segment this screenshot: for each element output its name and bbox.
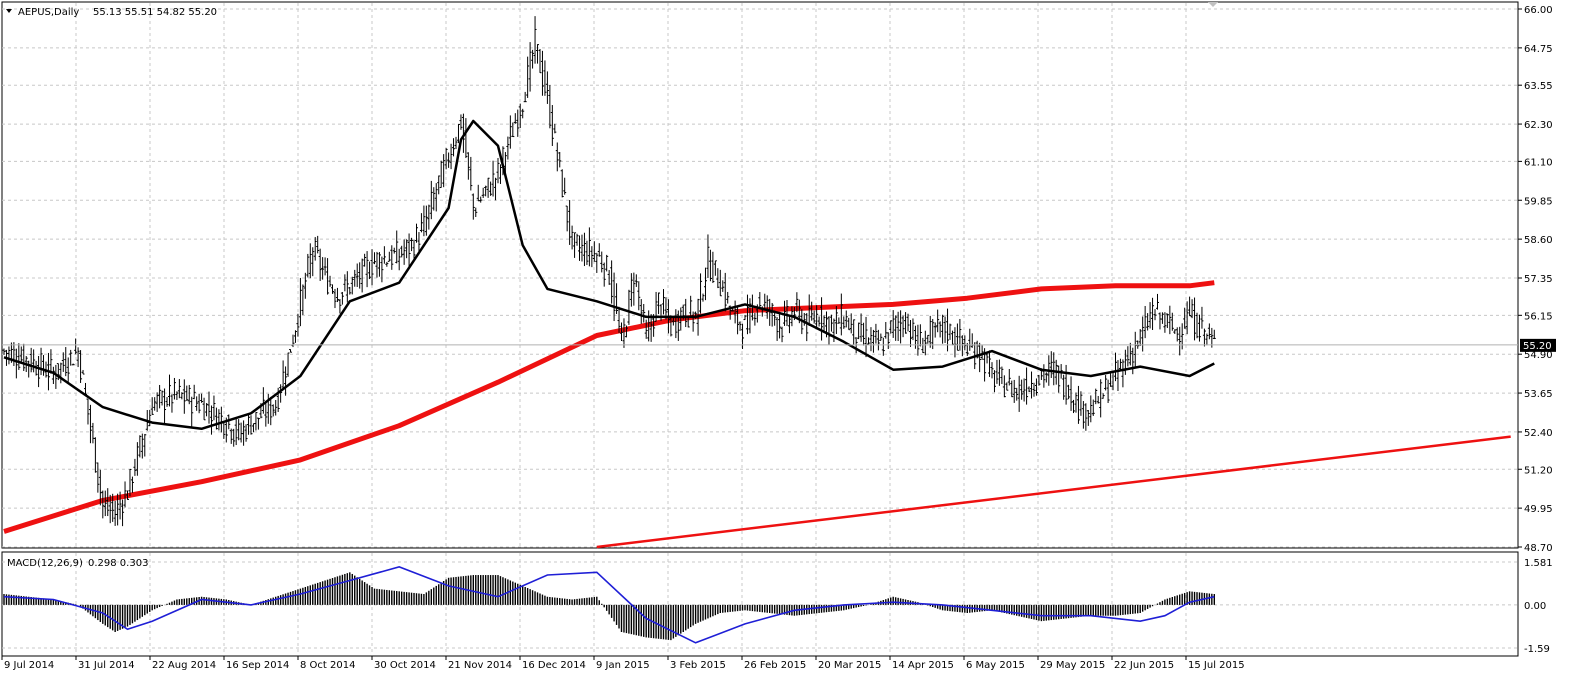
y-tick-label: 61.10 <box>1524 157 1553 168</box>
trendline-layer <box>596 435 1511 549</box>
ma-slow-line <box>3 280 1215 534</box>
price-bars-layer <box>2 16 1216 527</box>
y-tick-label: 58.60 <box>1524 235 1553 246</box>
ma-fast-line <box>3 119 1215 431</box>
x-tick-label: 14 Apr 2015 <box>892 660 954 671</box>
x-tick-label: 20 Mar 2015 <box>818 660 881 671</box>
x-axis: 9 Jul 2014 31 Jul 2014 22 Aug 2014 16 Sep 2… <box>1 656 1245 671</box>
x-tick-label: 3 Feb 2015 <box>670 660 726 671</box>
y-tick-label: 63.55 <box>1524 81 1553 92</box>
macd-y-tick-label: 0.00 <box>1524 601 1546 612</box>
x-tick-label: 6 May 2015 <box>966 660 1025 671</box>
y-tick-label: 48.70 <box>1524 543 1553 554</box>
macd-y-tick-label: 1.581 <box>1524 558 1553 569</box>
dropdown-triangle-icon[interactable] <box>6 9 12 13</box>
y-tick-label: 62.30 <box>1524 120 1553 131</box>
y-tick-label: 57.35 <box>1524 274 1553 285</box>
macd-label: MACD(12,26,9) <box>7 558 83 569</box>
x-tick-label: 22 Aug 2014 <box>152 660 216 671</box>
x-tick-label: 29 May 2015 <box>1040 660 1105 671</box>
ma-slow-layer <box>3 280 1215 534</box>
macd-y-tick-label: -1.59 <box>1524 644 1550 655</box>
macd-panel-frame <box>1 551 1519 657</box>
y-tick-label: 56.15 <box>1524 311 1553 322</box>
y-tick-label: 54.90 <box>1524 350 1553 361</box>
y-axis: 66.00 64.75 63.55 62.30 61.10 59.85 58.60 57.35… <box>1518 5 1553 655</box>
x-tick-label: 31 Jul 2014 <box>78 660 135 671</box>
symbol-label: AEPUS,Daily <box>18 7 79 18</box>
x-tick-label: 22 Jun 2015 <box>1114 660 1174 671</box>
x-tick-label: 8 Oct 2014 <box>300 660 355 671</box>
y-tick-label: 49.95 <box>1524 504 1553 515</box>
current-price-badge <box>1520 338 1556 352</box>
trendline <box>596 435 1511 549</box>
x-tick-label: 30 Oct 2014 <box>374 660 436 671</box>
x-tick-label: 16 Dec 2014 <box>522 660 586 671</box>
macd-layer <box>3 566 1216 644</box>
ma-fast-layer <box>3 119 1215 431</box>
y-tick-label: 53.65 <box>1524 389 1553 400</box>
shift-marker-icon <box>1208 2 1218 7</box>
x-tick-label: 26 Feb 2015 <box>744 660 806 671</box>
macd-signal-line <box>3 566 1215 644</box>
ohlc-values: 55.13 55.51 54.82 55.20 <box>93 7 217 18</box>
y-tick-label: 59.85 <box>1524 196 1553 207</box>
x-tick-label: 21 Nov 2014 <box>448 660 512 671</box>
x-tick-label: 9 Jan 2015 <box>596 660 650 671</box>
x-tick-label: 15 Jul 2015 <box>1188 660 1245 671</box>
x-tick-label: 9 Jul 2014 <box>4 660 54 671</box>
y-tick-label: 66.00 <box>1524 5 1553 16</box>
main-panel-frame <box>1 1 1519 549</box>
macd-values: 0.298 0.303 <box>88 558 148 569</box>
y-tick-label: 64.75 <box>1524 44 1553 55</box>
y-tick-label: 51.20 <box>1524 465 1553 476</box>
y-tick-label: 52.40 <box>1524 428 1553 439</box>
current-price-label: 55.20 <box>1523 341 1552 352</box>
x-tick-label: 16 Sep 2014 <box>226 660 289 671</box>
